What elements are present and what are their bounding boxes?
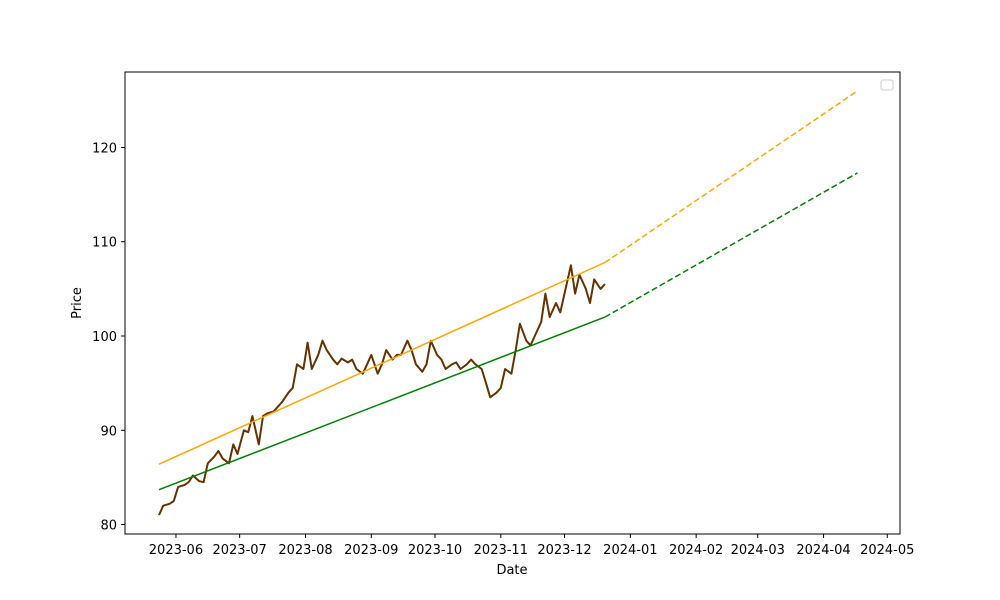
y-tick-label: 120 [92, 141, 117, 156]
x-axis-label: Date [496, 563, 527, 578]
x-tick-label: 2024-02 [669, 543, 723, 558]
y-axis: 80 90 100 110 120 [92, 141, 125, 534]
y-tick-label: 110 [92, 236, 117, 251]
y-tick-label: 90 [100, 424, 117, 439]
x-tick-label: 2023-09 [344, 543, 398, 558]
series-line-upper_trend-solid [158, 261, 606, 465]
y-tick-label: 80 [100, 519, 117, 534]
x-tick-label: 2024-05 [860, 543, 914, 558]
series-line-price-solid [158, 264, 606, 516]
series-line-lower_trend-dashed [604, 172, 858, 318]
plot-lines [158, 90, 858, 516]
x-tick-label: 2023-11 [474, 543, 528, 558]
x-tick-label: 2023-12 [537, 543, 591, 558]
series-line-lower_trend-solid [158, 316, 606, 491]
x-tick-label: 2023-07 [212, 543, 266, 558]
x-tick-label: 2023-08 [278, 543, 332, 558]
x-tick-label: 2024-01 [603, 543, 657, 558]
legend-box [880, 79, 894, 91]
x-axis: 2023-06 2023-07 2023-08 2023-09 2023-10 2023-… [149, 534, 914, 558]
x-tick-label: 2024-04 [796, 543, 850, 558]
y-tick-label: 100 [92, 330, 117, 345]
plot-frame [124, 71, 901, 535]
x-tick-label: 2023-06 [149, 543, 203, 558]
x-tick-label: 2024-03 [731, 543, 785, 558]
x-tick-label: 2023-10 [408, 543, 462, 558]
y-axis-label: Price [70, 287, 85, 319]
series-line-upper_trend-dashed [604, 90, 858, 264]
